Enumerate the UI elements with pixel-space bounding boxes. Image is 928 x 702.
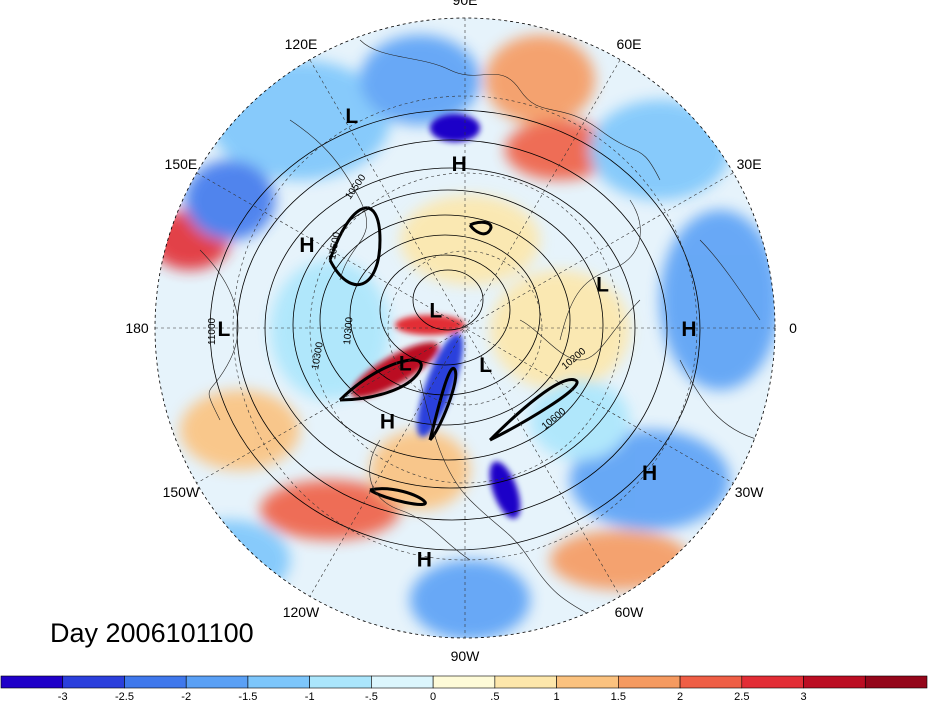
colorbar-box bbox=[309, 675, 372, 689]
high-pressure-marker: H bbox=[642, 462, 657, 485]
graticule bbox=[155, 18, 775, 638]
longitude-label: 0 bbox=[789, 320, 797, 336]
map-boundary bbox=[154, 17, 776, 639]
longitude-label: 90W bbox=[451, 648, 481, 664]
colorbar-tick-label: -1.5 bbox=[238, 691, 257, 702]
contour-label: 10500 bbox=[327, 231, 343, 261]
colorbar-tick-label: 3 bbox=[800, 691, 806, 702]
contour-label: 10300 bbox=[310, 341, 326, 371]
longitude-label: 30W bbox=[735, 484, 765, 500]
pressure-centers: L H H L L H L L H L H H bbox=[217, 105, 696, 572]
colorbar-box bbox=[556, 675, 619, 689]
longitude-label: 60W bbox=[615, 604, 645, 620]
colorbar-tick-label: 1 bbox=[554, 691, 560, 702]
longitude-label: 150W bbox=[163, 484, 200, 500]
contour-label: 10300 bbox=[342, 316, 355, 345]
colorbar-box bbox=[62, 675, 125, 689]
low-pressure-marker: L bbox=[217, 318, 230, 341]
colorbar-box bbox=[679, 675, 743, 689]
colorbar-tick-label: -3 bbox=[58, 691, 68, 702]
colorbar-tick-label: 2.5 bbox=[734, 691, 749, 702]
colorbar-box bbox=[803, 675, 866, 689]
coastlines bbox=[199, 39, 761, 621]
longitude-label: 90E bbox=[453, 0, 478, 8]
colorbar-box bbox=[432, 675, 496, 689]
longitude-label: 120W bbox=[283, 604, 320, 620]
low-pressure-marker: L bbox=[345, 105, 358, 128]
longitude-label: 120E bbox=[285, 36, 318, 52]
colorbar-tick-label: .5 bbox=[490, 691, 499, 702]
colorbar-box bbox=[124, 675, 187, 689]
contour-label: 11000 bbox=[207, 317, 218, 345]
colorbar-box bbox=[618, 675, 681, 689]
high-pressure-marker: H bbox=[380, 410, 395, 433]
high-pressure-marker: H bbox=[299, 234, 314, 257]
low-pressure-marker: L bbox=[596, 273, 609, 296]
high-pressure-marker: H bbox=[452, 153, 467, 176]
colorbar-tick-label: -2.5 bbox=[115, 691, 134, 702]
colorbar-box bbox=[864, 675, 928, 689]
longitude-label: 180 bbox=[125, 320, 149, 336]
colorbar-box bbox=[185, 675, 249, 689]
low-pressure-marker: L bbox=[399, 352, 412, 375]
colorbar-tick-label: -1 bbox=[305, 691, 315, 702]
high-pressure-marker: H bbox=[681, 318, 696, 341]
colorbar-tick-labels: -3 -2.5 -2 -1.5 -1 -.5 0 .5 1 1.5 2 2.5 3 bbox=[58, 691, 807, 702]
colorbar-tick-label: -.5 bbox=[365, 691, 378, 702]
colorbar-box bbox=[494, 675, 557, 689]
colorbar-boxes bbox=[0, 675, 928, 689]
colorbar-box bbox=[371, 675, 434, 689]
low-pressure-marker: L bbox=[429, 300, 442, 323]
colorbar-box bbox=[0, 675, 64, 689]
colorbar-tick-label: -2 bbox=[181, 691, 191, 702]
longitude-label: 150E bbox=[165, 156, 198, 172]
colorbar-tick-label: 2 bbox=[677, 691, 683, 702]
longitude-label: 30E bbox=[737, 156, 762, 172]
colorbar-box bbox=[741, 675, 804, 689]
low-pressure-marker: L bbox=[479, 354, 492, 377]
date-title: Day 2006101100 bbox=[50, 618, 254, 648]
height-contours bbox=[209, 109, 701, 551]
colorbar-tick-label: 1.5 bbox=[611, 691, 626, 702]
high-pressure-marker: H bbox=[417, 549, 432, 572]
colorbar: -3 -2.5 -2 -1.5 -1 -.5 0 .5 1 1.5 2 2.5 3 bbox=[0, 675, 928, 702]
colorbar-box bbox=[247, 675, 310, 689]
longitude-label: 60E bbox=[617, 36, 642, 52]
longitude-labels: 90E 60E 30E 0 30W 60W 90W 120W 150W 180 150E 120E bbox=[125, 0, 797, 664]
colorbar-tick-label: 0 bbox=[430, 691, 436, 702]
